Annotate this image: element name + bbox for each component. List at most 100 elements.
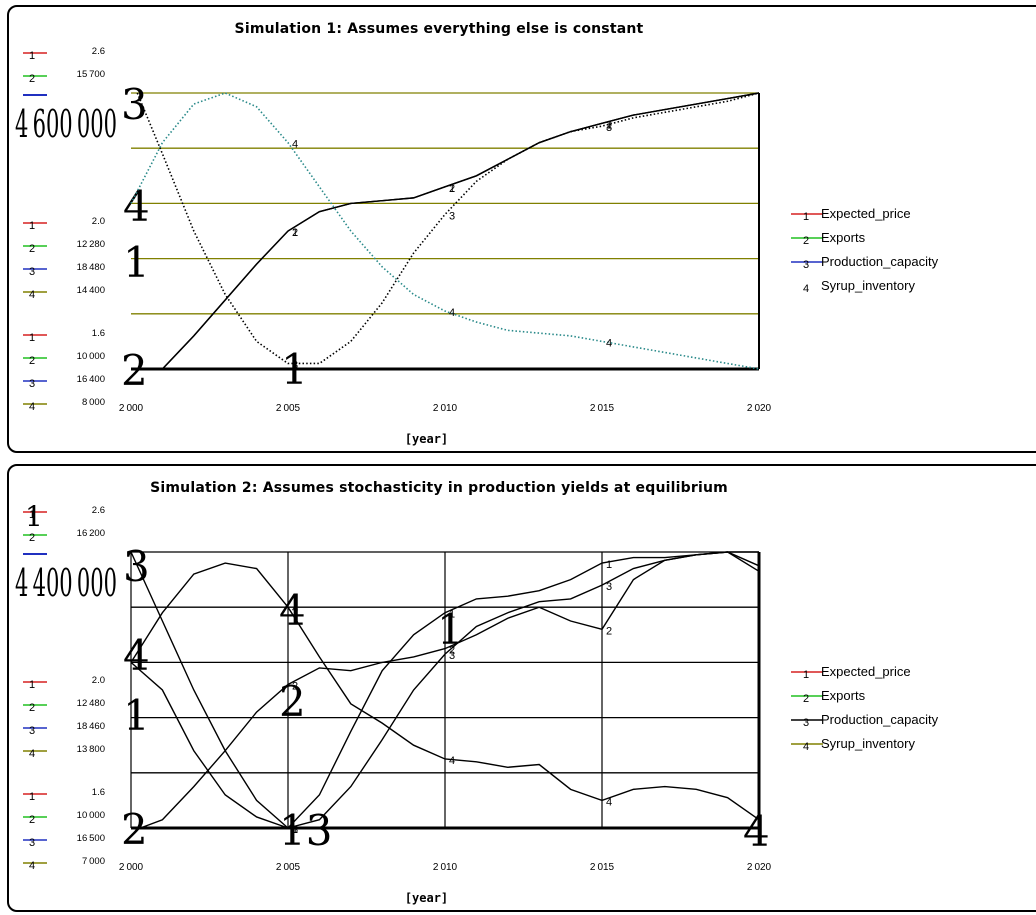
x-tick-label: 2 015 <box>590 862 615 873</box>
series-endpoint-marker: 4 <box>123 182 150 231</box>
series-point-marker: 4 <box>606 796 612 808</box>
series-line-3 <box>136 92 760 365</box>
y-tick-label: 2.0 <box>92 216 105 227</box>
simulation-2-chart: 2 000 2 005 2 010 2 015 2 020 1 2.6 2 16 200 1 2.0… <box>15 500 939 873</box>
legend-label: Expected_price <box>821 206 911 221</box>
series-endpoint-marker: 1 <box>123 691 150 740</box>
x-tick-label: 2 020 <box>747 862 772 873</box>
axis-key-number: 1 <box>29 791 35 803</box>
series-point-marker: 3 <box>449 650 455 662</box>
y-tick-label: 16 200 <box>77 528 105 539</box>
y-axis-max-inventory: 4 400 000 <box>15 561 117 605</box>
series-endpoint-marker: 2 <box>121 346 148 395</box>
y-tick-label: 2.6 <box>92 46 105 57</box>
series-point-marker: 3 <box>292 359 298 371</box>
x-tick-label: 2 010 <box>433 862 458 873</box>
series-point-marker: 4 <box>606 337 612 349</box>
axis-key-number: 2 <box>29 243 35 255</box>
series-endpoint-marker: 4 <box>279 586 306 635</box>
y-tick-label: 18 480 <box>77 262 105 273</box>
y-tick-label: 13 800 <box>77 744 105 755</box>
series-point-marker: 2 <box>292 227 298 239</box>
y-tick-label: 12 480 <box>77 698 105 709</box>
axis-key-number: 2 <box>29 355 35 367</box>
series-point-marker: 2 <box>449 645 455 657</box>
series-point-marker: 1 <box>606 559 612 571</box>
axis-key-number: 2 <box>29 702 35 714</box>
legend-number: 1 <box>803 211 809 223</box>
series-point-marker: 2 <box>449 183 455 195</box>
series-endpoint-marker: 2 <box>279 677 306 726</box>
y-tick-label: 1.6 <box>92 328 105 339</box>
series-point-marker: 3 <box>606 122 612 134</box>
axis-key-number: 1 <box>29 509 35 521</box>
y-tick-label: 12 280 <box>77 239 105 250</box>
series-point-marker: 1 <box>606 119 612 131</box>
y-axis-max-inventory: 4 600 000 <box>15 102 117 146</box>
x-tick-label: 2 000 <box>119 403 144 414</box>
axis-key-number: 2 <box>29 532 35 544</box>
y-tick-label: 16 400 <box>77 374 105 385</box>
legend-label: Exports <box>821 688 866 703</box>
simulation-1-chart: 2 000 2 005 2 010 2 015 2 020 1 2.6 2 15 700 1 2.0… <box>15 46 939 414</box>
y-tick-label: 10 000 <box>77 351 105 362</box>
series-endpoint-marker: 1 <box>281 345 308 394</box>
series-point-marker: 1 <box>449 183 455 195</box>
series-endpoint-marker: 13 <box>279 806 332 855</box>
legend-label: Syrup_inventory <box>821 736 915 751</box>
simulation-2-title: Simulation 2: Assumes stochasticity in p… <box>150 480 728 496</box>
axis-key-number: 4 <box>29 401 35 413</box>
axis-key-number: 3 <box>29 378 35 390</box>
axis-key-number: 4 <box>29 748 35 760</box>
legend-number: 3 <box>803 717 809 729</box>
legend-label: Production_capacity <box>821 712 939 727</box>
simulation-1-title: Simulation 1: Assumes everything else is… <box>234 21 644 37</box>
legend-label: Syrup_inventory <box>821 278 915 293</box>
x-tick-label: 2 015 <box>590 403 615 414</box>
y-tick-label: 2.0 <box>92 675 105 686</box>
y-tick-label: 1.6 <box>92 787 105 798</box>
series-line-3 <box>130 551 759 829</box>
legend-number: 2 <box>803 693 809 705</box>
legend-label: Expected_price <box>821 664 911 679</box>
series-point-marker: 3 <box>449 210 455 222</box>
axis-key-number: 3 <box>29 837 35 849</box>
legend-number: 2 <box>803 235 809 247</box>
series-point-marker: 1 <box>292 227 298 239</box>
y-tick-label: 15 700 <box>77 69 105 80</box>
y-tick-label: 8 000 <box>82 397 105 408</box>
legend-label: Production_capacity <box>821 254 939 269</box>
axis-key-number: 1 <box>29 220 35 232</box>
axis-key-number: 3 <box>29 266 35 278</box>
series-point-marker: 2 <box>606 119 612 131</box>
y-tick-label: 7 000 <box>82 856 105 867</box>
series-point-marker: 2 <box>292 680 298 692</box>
series-point-marker: 3 <box>606 581 612 593</box>
y-tick-label: 14 400 <box>77 285 105 296</box>
y-tick-label: 10 000 <box>77 810 105 821</box>
x-tick-label: 2 000 <box>119 862 144 873</box>
series-endpoint-marker: 2 <box>121 805 148 854</box>
series-point-marker: 1 <box>292 824 298 836</box>
y-tick-label: 16 500 <box>77 833 105 844</box>
axis-key-number: 1 <box>29 50 35 62</box>
axis-key-number: 3 <box>29 725 35 737</box>
axis-key-number: 2 <box>29 73 35 85</box>
axis-key-number: 1 <box>29 679 35 691</box>
x-tick-label: 2 010 <box>433 403 458 414</box>
x-tick-label: 2 020 <box>747 403 772 414</box>
series-endpoint-marker: 1 <box>123 238 150 287</box>
series-point-marker: 1 <box>449 609 455 621</box>
series-line-1 <box>137 92 760 370</box>
axis-key-number: 4 <box>29 860 35 872</box>
series-line-4 <box>130 92 760 370</box>
series-point-marker: 2 <box>606 625 612 637</box>
series-line-2 <box>137 92 760 370</box>
series-endpoint-marker: 4 <box>743 807 770 856</box>
series-endpoint-marker: 1 <box>25 500 43 533</box>
series-line-2 <box>140 551 760 829</box>
series-point-marker: 4 <box>292 603 298 615</box>
y-tick-label: 2.6 <box>92 505 105 516</box>
series-line-4 <box>130 562 760 821</box>
axis-key-number: 2 <box>29 814 35 826</box>
